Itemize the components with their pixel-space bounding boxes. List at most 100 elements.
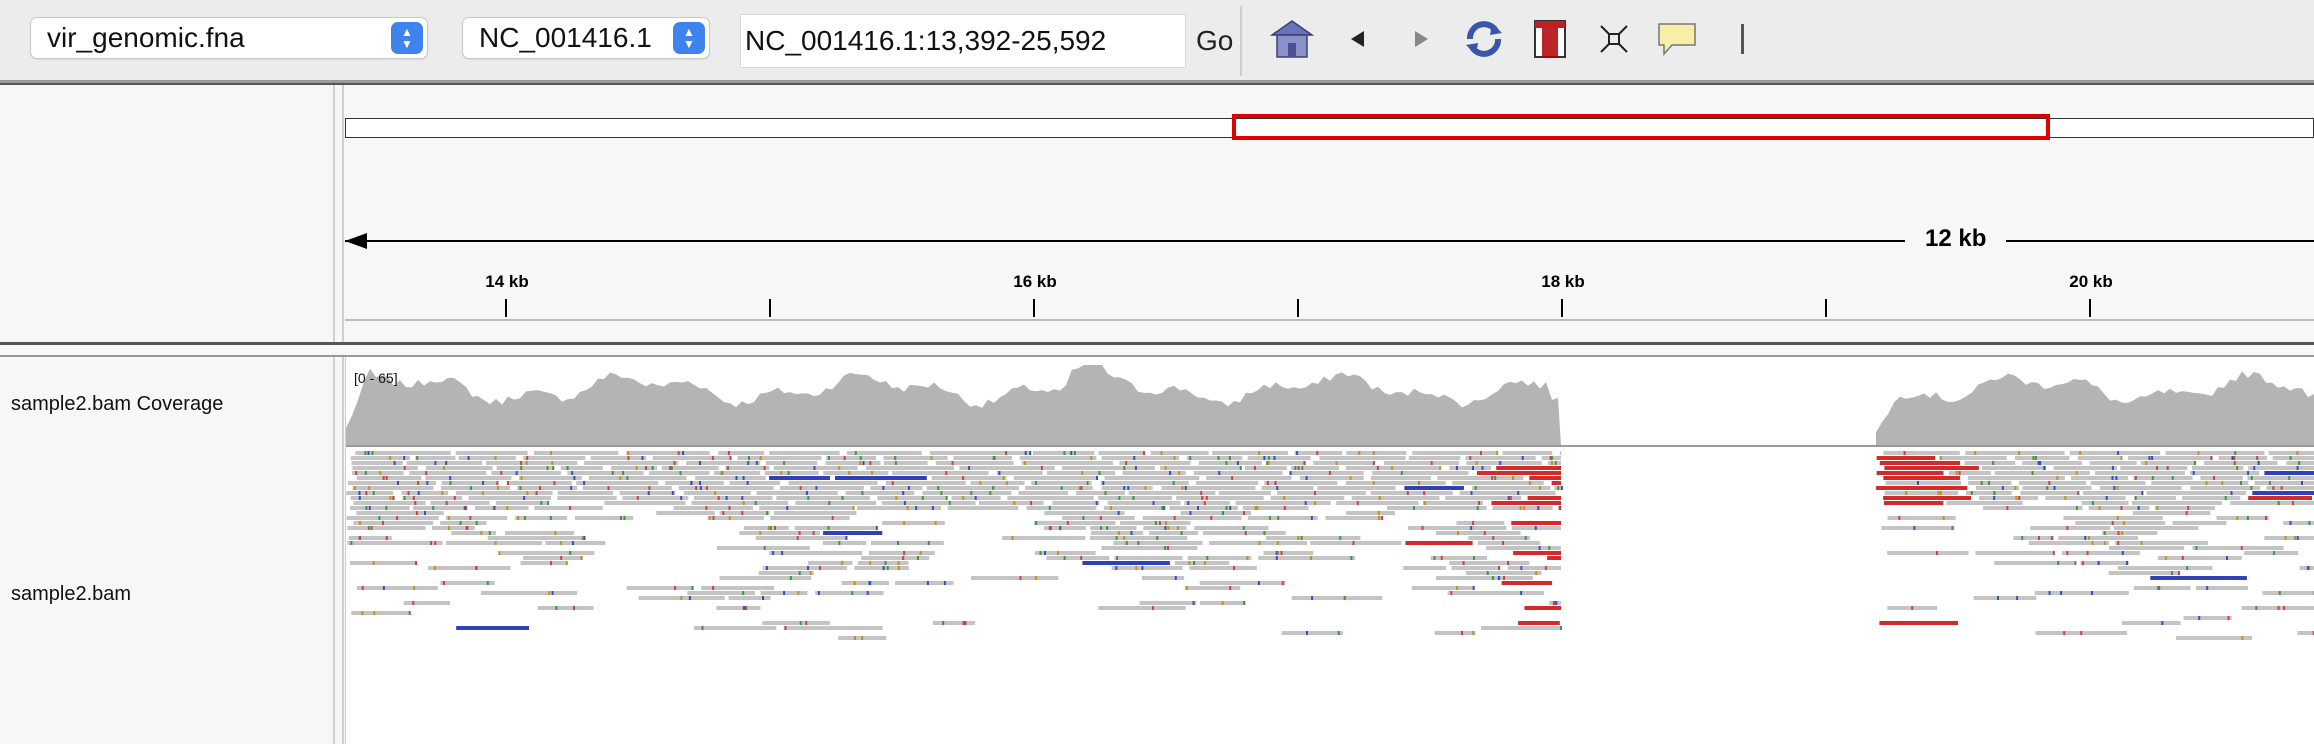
aligned-read[interactable] bbox=[2090, 481, 2146, 485]
aligned-read[interactable] bbox=[823, 531, 883, 535]
aligned-read[interactable] bbox=[2121, 621, 2181, 625]
aligned-read[interactable] bbox=[2077, 456, 2121, 460]
aligned-read[interactable] bbox=[347, 526, 426, 530]
aligned-read[interactable] bbox=[1046, 556, 1110, 560]
aligned-read[interactable] bbox=[519, 476, 582, 480]
aligned-read[interactable] bbox=[656, 511, 715, 515]
aligned-read[interactable] bbox=[611, 466, 658, 470]
aligned-read[interactable] bbox=[881, 501, 976, 505]
aligned-read[interactable] bbox=[649, 471, 710, 475]
aligned-read[interactable] bbox=[425, 476, 512, 480]
aligned-read[interactable] bbox=[895, 581, 954, 585]
aligned-read[interactable] bbox=[1101, 486, 1153, 490]
aligned-read[interactable] bbox=[2099, 486, 2182, 490]
aligned-read[interactable] bbox=[567, 471, 644, 475]
aligned-read[interactable] bbox=[2146, 491, 2247, 495]
aligned-read[interactable] bbox=[1098, 606, 1186, 610]
aligned-read[interactable] bbox=[2117, 566, 2213, 570]
aligned-read[interactable] bbox=[1176, 496, 1264, 500]
aligned-read[interactable] bbox=[2088, 506, 2150, 510]
aligned-read[interactable] bbox=[1018, 491, 1069, 495]
aligned-read[interactable] bbox=[1883, 476, 1961, 480]
aligned-read[interactable] bbox=[2063, 516, 2163, 520]
aligned-read[interactable] bbox=[1019, 456, 1097, 460]
aligned-read[interactable] bbox=[1098, 496, 1172, 500]
aligned-read[interactable] bbox=[1423, 501, 1483, 505]
aligned-read[interactable] bbox=[537, 606, 594, 610]
aligned-read[interactable] bbox=[1456, 521, 1505, 525]
aligned-read[interactable] bbox=[498, 551, 595, 555]
aligned-read[interactable] bbox=[729, 481, 780, 485]
aligned-read[interactable] bbox=[440, 521, 487, 525]
aligned-read[interactable] bbox=[931, 476, 1007, 480]
aligned-read[interactable] bbox=[1481, 626, 1561, 630]
aligned-read[interactable] bbox=[1883, 451, 1960, 455]
aligned-read[interactable] bbox=[2071, 476, 2128, 480]
aligned-read[interactable] bbox=[882, 521, 945, 525]
aligned-read[interactable] bbox=[2266, 486, 2314, 490]
aligned-read[interactable] bbox=[1090, 526, 1137, 530]
aligned-read[interactable] bbox=[788, 481, 878, 485]
aligned-read[interactable] bbox=[1119, 461, 1191, 465]
aligned-read[interactable] bbox=[707, 516, 764, 520]
aligned-read[interactable] bbox=[683, 491, 751, 495]
aligned-read[interactable] bbox=[446, 541, 543, 545]
aligned-read[interactable] bbox=[718, 451, 765, 455]
aligned-read[interactable] bbox=[1346, 511, 1395, 515]
aligned-read[interactable] bbox=[403, 601, 451, 605]
aligned-read[interactable] bbox=[883, 456, 948, 460]
aligned-read[interactable] bbox=[1404, 486, 1464, 490]
aligned-read[interactable] bbox=[619, 491, 676, 495]
aligned-read[interactable] bbox=[604, 501, 686, 505]
aligned-read[interactable] bbox=[356, 586, 438, 590]
aligned-read[interactable] bbox=[1405, 541, 1473, 545]
aligned-read[interactable] bbox=[861, 556, 930, 560]
aligned-read[interactable] bbox=[2133, 476, 2193, 480]
aligned-read[interactable] bbox=[835, 476, 927, 480]
aligned-read[interactable] bbox=[523, 456, 586, 460]
aligned-read[interactable] bbox=[1508, 566, 1561, 570]
aligned-read[interactable] bbox=[1465, 571, 1542, 575]
aligned-read[interactable] bbox=[1258, 556, 1355, 560]
chromosome-ideogram[interactable] bbox=[345, 114, 2314, 140]
aligned-read[interactable] bbox=[1142, 516, 1242, 520]
aligned-read[interactable] bbox=[1007, 496, 1094, 500]
aligned-read[interactable] bbox=[1291, 596, 1383, 600]
aligned-read[interactable] bbox=[2081, 501, 2129, 505]
aligned-read[interactable] bbox=[846, 451, 922, 455]
aligned-read[interactable] bbox=[406, 461, 483, 465]
aligned-read[interactable] bbox=[1325, 516, 1382, 520]
aligned-read[interactable] bbox=[1939, 456, 2007, 460]
aligned-read[interactable] bbox=[1513, 551, 1561, 555]
aligned-read[interactable] bbox=[1452, 481, 1544, 485]
aligned-read[interactable] bbox=[590, 456, 647, 460]
coverage-track[interactable] bbox=[346, 357, 2314, 447]
aligned-read[interactable] bbox=[1031, 481, 1092, 485]
aligned-read[interactable] bbox=[673, 506, 753, 510]
aligned-read[interactable] bbox=[1247, 456, 1311, 460]
aligned-read[interactable] bbox=[728, 596, 771, 600]
aligned-read[interactable] bbox=[1459, 491, 1556, 495]
aligned-read[interactable] bbox=[935, 461, 1014, 465]
aligned-read[interactable] bbox=[2272, 456, 2314, 460]
aligned-read[interactable] bbox=[1113, 541, 1203, 545]
aligned-read[interactable] bbox=[2022, 486, 2092, 490]
aligned-read[interactable] bbox=[2264, 471, 2314, 475]
popup-info-button[interactable] bbox=[1654, 16, 1700, 62]
aligned-read[interactable] bbox=[350, 561, 417, 565]
aligned-read[interactable] bbox=[2176, 636, 2253, 640]
aligned-read[interactable] bbox=[1983, 506, 2083, 510]
aligned-read[interactable] bbox=[2247, 476, 2314, 480]
aligned-read[interactable] bbox=[1122, 471, 1186, 475]
aligned-read[interactable] bbox=[2297, 631, 2314, 635]
aligned-read[interactable] bbox=[845, 491, 915, 495]
aligned-read[interactable] bbox=[857, 506, 941, 510]
aligned-read[interactable] bbox=[1161, 486, 1256, 490]
aligned-read[interactable] bbox=[826, 456, 876, 460]
aligned-read[interactable] bbox=[1372, 471, 1469, 475]
aligned-read[interactable] bbox=[348, 481, 437, 485]
aligned-read[interactable] bbox=[926, 486, 1019, 490]
aligned-read[interactable] bbox=[996, 471, 1043, 475]
aligned-read[interactable] bbox=[2183, 616, 2232, 620]
aligned-read[interactable] bbox=[1965, 451, 2065, 455]
